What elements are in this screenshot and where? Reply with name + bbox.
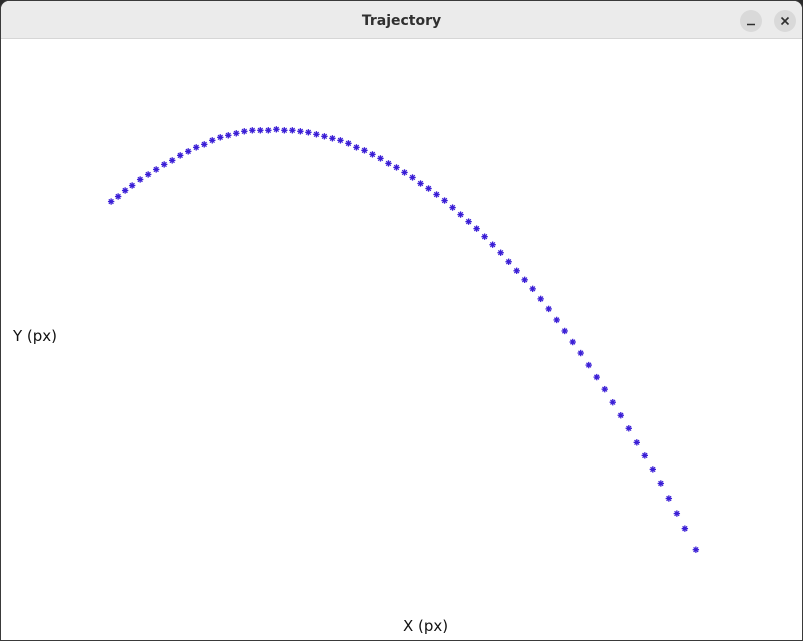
trajectory-point	[329, 135, 336, 142]
trajectory-point	[633, 439, 640, 446]
trajectory-point	[521, 276, 528, 283]
trajectory-point	[425, 185, 432, 192]
trajectory-point	[114, 193, 122, 200]
trajectory-point	[545, 305, 552, 313]
trajectory-point	[692, 546, 700, 553]
trajectory-point	[529, 285, 536, 293]
trajectory-point	[289, 127, 296, 134]
trajectory-point	[609, 399, 616, 406]
trajectory-point	[273, 126, 280, 133]
trajectory-point	[385, 160, 392, 167]
trajectory-point	[201, 141, 208, 148]
trajectory-point	[249, 127, 256, 134]
plot-canvas: Y (px) X (px)	[1, 39, 802, 640]
minimize-icon	[747, 23, 755, 26]
trajectory-point	[465, 218, 472, 225]
trajectory-point	[193, 144, 200, 151]
trajectory-point	[665, 495, 673, 502]
trajectory-point	[161, 161, 168, 168]
trajectory-point	[641, 452, 648, 459]
trajectory-point	[561, 327, 568, 335]
trajectory-point	[449, 204, 456, 211]
x-axis-label: X (px)	[403, 617, 449, 635]
close-icon	[780, 16, 790, 26]
minimize-button[interactable]	[740, 10, 762, 32]
trajectory-point	[225, 132, 232, 139]
trajectory-point	[169, 157, 176, 164]
trajectory-point	[513, 267, 520, 274]
trajectory-point	[209, 137, 216, 144]
y-axis-label: Y (px)	[13, 327, 58, 345]
trajectory-point	[281, 127, 288, 134]
trajectory-point	[433, 191, 440, 198]
trajectory-point	[337, 137, 344, 144]
trajectory-point	[144, 171, 152, 178]
trajectory-point	[441, 197, 448, 204]
trajectory-point	[305, 129, 312, 136]
trajectory-plot	[107, 126, 700, 553]
trajectory-point	[593, 373, 600, 381]
trajectory-point	[601, 385, 608, 393]
trajectory-point	[241, 128, 248, 135]
trajectory-point	[681, 525, 689, 532]
window-title: Trajectory	[361, 13, 442, 29]
trajectory-point	[121, 187, 129, 194]
trajectory-point	[297, 128, 304, 135]
trajectory-point	[265, 127, 272, 134]
trajectory-point	[313, 131, 320, 138]
trajectory-point	[505, 258, 512, 265]
trajectory-point	[457, 211, 464, 218]
trajectory-point	[377, 155, 384, 162]
trajectory-point	[369, 151, 376, 158]
trajectory-point	[361, 147, 368, 154]
trajectory-point	[649, 466, 657, 473]
trajectory-point	[585, 361, 592, 369]
trajectory-point	[617, 412, 624, 419]
trajectory-point	[569, 338, 576, 346]
trajectory-point	[489, 241, 496, 248]
trajectory-point	[177, 152, 184, 159]
trajectory-point	[185, 148, 192, 155]
trajectory-point	[401, 169, 408, 176]
trajectory-point	[217, 134, 224, 141]
trajectory-point	[345, 140, 352, 147]
trajectory-point	[673, 510, 681, 517]
trajectory-point	[409, 174, 416, 181]
trajectory-point	[107, 198, 115, 205]
trajectory-point	[577, 349, 584, 357]
trajectory-point	[537, 295, 544, 303]
trajectory-point	[233, 130, 240, 137]
trajectory-point	[257, 127, 264, 134]
trajectory-point	[128, 182, 136, 189]
trajectory-point	[136, 176, 144, 183]
trajectory-point	[625, 425, 632, 432]
close-button[interactable]	[774, 10, 796, 32]
trajectory-point	[321, 133, 328, 140]
trajectory-point	[553, 316, 560, 324]
trajectory-point	[417, 180, 424, 187]
trajectory-point	[657, 480, 665, 487]
trajectory-point	[473, 225, 480, 232]
trajectory-point	[497, 249, 504, 256]
trajectory-point	[353, 144, 360, 151]
title-bar[interactable]: Trajectory	[1, 1, 802, 39]
trajectory-point	[152, 166, 160, 173]
trajectory-point	[481, 233, 488, 240]
trajectory-point	[393, 164, 400, 171]
